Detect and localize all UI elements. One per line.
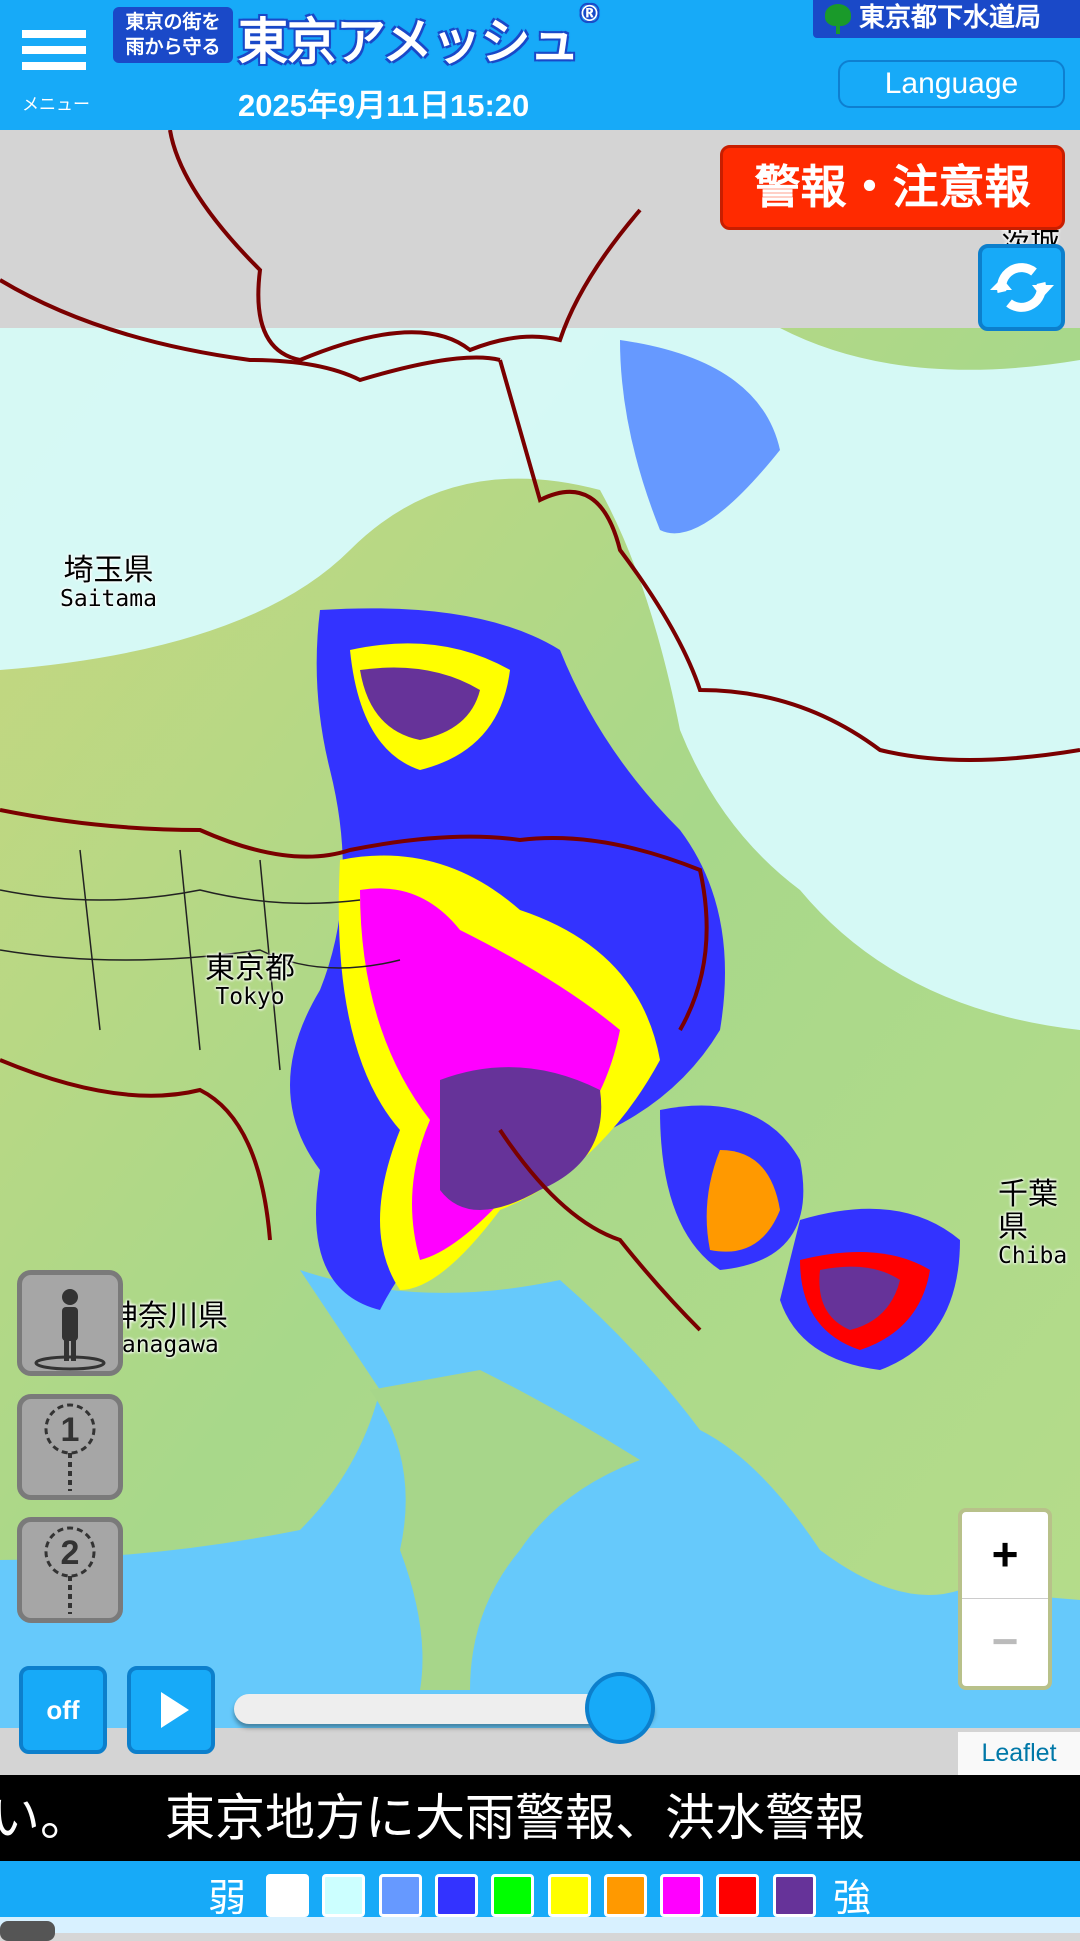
radar-map[interactable]: 埼玉県 Saitama 東京都 Tokyo 千葉県 Chiba 神奈川県 Kanagaw…: [0, 130, 1080, 1775]
logo-tagline-line1: 東京の街を: [125, 11, 221, 33]
legend-swatch: [603, 1874, 647, 1917]
hamburger-icon-bar: [22, 62, 86, 70]
legend-strong-label: 強: [833, 1876, 872, 1920]
bottom-panel: [0, 1917, 1080, 1941]
warnings-advisories-button[interactable]: 警報・注意報: [720, 145, 1065, 230]
observation-datetime: 2025年9月11日15:20: [238, 88, 530, 123]
menu-label: メニュー: [22, 95, 90, 115]
map-label-chiba: 千葉県 Chiba: [998, 1177, 1068, 1269]
logo-tagline: 東京の街を 雨から守る: [113, 7, 233, 63]
legend-swatch: [434, 1874, 478, 1917]
zoom-in-button[interactable]: +: [962, 1512, 1048, 1599]
prefecture-boundaries: [0, 130, 1080, 1332]
ticker-text: ない。 東京地方に大雨警報、洪水警報: [0, 1789, 865, 1847]
rain-purple-2: [440, 1067, 602, 1210]
zoom-control: + −: [958, 1508, 1052, 1690]
rain-purple-boso: [819, 1266, 900, 1330]
miura-peninsula: [370, 1370, 640, 1690]
legend-swatch: [660, 1874, 704, 1917]
rain-light-blue-north: [620, 340, 780, 534]
org-name: 東京都下水道局: [859, 3, 1042, 33]
animation-off-button[interactable]: off: [19, 1666, 107, 1754]
refresh-icon: [990, 263, 1054, 312]
legend-swatch: [772, 1874, 816, 1917]
menu-button[interactable]: メニュー: [18, 26, 94, 116]
svg-text:1: 1: [61, 1411, 80, 1449]
time-slider-thumb[interactable]: [585, 1672, 655, 1744]
municipal-boundaries: [0, 849, 401, 1071]
leaflet-attribution-link[interactable]: Leaflet: [958, 1732, 1080, 1775]
header: メニュー 東京の街を 雨から守る 東京アメッシュ® 2025年9月11日15:2…: [0, 0, 1080, 130]
legend-swatch: [378, 1874, 422, 1917]
map-label-kanagawa: 神奈川県 Kanagawa: [108, 1299, 228, 1358]
map-label-saitama: 埼玉県 Saitama: [60, 553, 157, 612]
legend-swatch: [716, 1874, 760, 1917]
hamburger-icon: [22, 30, 86, 38]
person-icon: [34, 1289, 106, 1371]
legend-swatch: [491, 1874, 535, 1917]
current-location-button[interactable]: [17, 1270, 123, 1376]
map-layers: [0, 130, 1080, 1728]
warning-ticker: ない。 東京地方に大雨警報、洪水警報: [0, 1775, 1080, 1861]
logo-tagline-line2: 雨から守る: [125, 36, 221, 58]
language-button[interactable]: Language: [838, 60, 1065, 108]
zoom-out-button[interactable]: −: [991, 1615, 1019, 1667]
registered-mark: ®: [578, 2, 601, 27]
rain-light-cyan: [0, 328, 1080, 1030]
pin-2-icon: 2: [44, 1526, 96, 1614]
panel-handle[interactable]: [0, 1921, 55, 1941]
legend-weak-label: 弱: [208, 1876, 247, 1920]
svg-text:2: 2: [61, 1534, 80, 1572]
pin-1-icon: 1: [44, 1403, 96, 1491]
legend-swatch: [547, 1874, 591, 1917]
app-logo-title[interactable]: 東京アメッシュ®: [238, 2, 601, 74]
app-title: 東京アメッシュ: [238, 13, 579, 71]
refresh-button[interactable]: [978, 244, 1065, 331]
rain-purple-1: [360, 667, 480, 740]
point-2-button[interactable]: 2: [17, 1517, 123, 1623]
legend-swatch: [266, 1874, 309, 1917]
rain-orange: [706, 1150, 780, 1252]
point-1-button[interactable]: 1: [17, 1394, 123, 1500]
time-slider-track[interactable]: [234, 1694, 654, 1724]
org-badge-link[interactable]: 東京都下水道局: [813, 0, 1080, 38]
legend-swatch: [322, 1874, 366, 1917]
ginkgo-icon: [825, 4, 851, 34]
intensity-legend: 弱 強: [0, 1861, 1080, 1920]
map-label-tokyo: 東京都 Tokyo: [205, 951, 295, 1010]
play-button[interactable]: [127, 1666, 215, 1754]
hamburger-icon-bar: [22, 46, 86, 54]
